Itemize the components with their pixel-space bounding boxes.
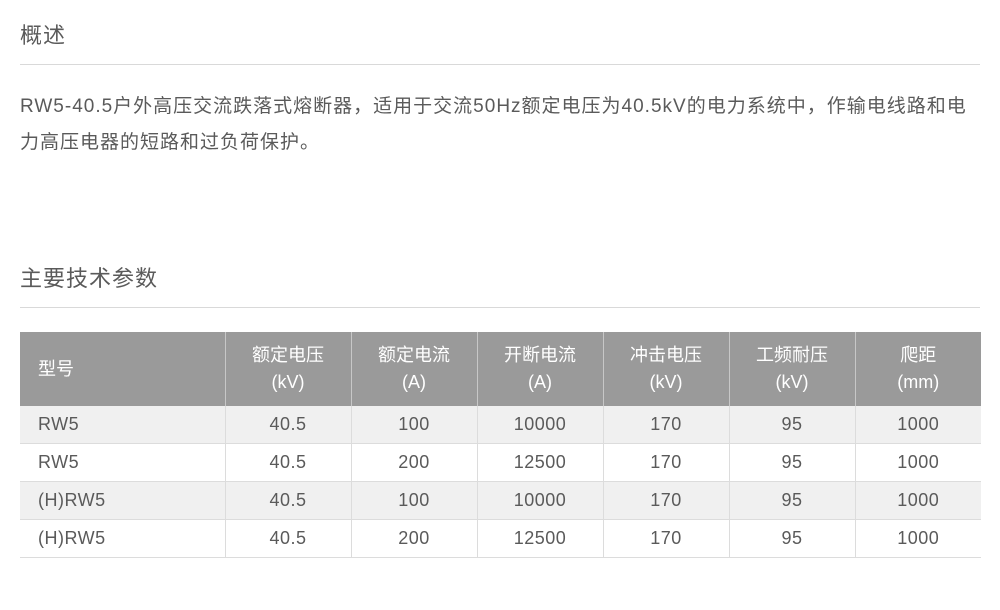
cell-value: 1000: [855, 444, 981, 482]
cell-value: 40.5: [225, 444, 351, 482]
table-row: (H)RW5 40.5 200 12500 170 95 1000: [20, 520, 981, 558]
cell-model: (H)RW5: [20, 520, 225, 558]
table-body: RW5 40.5 100 10000 170 95 1000 RW5 40.5 …: [20, 406, 981, 558]
col-header-rated-voltage: 额定电压(kV): [225, 332, 351, 406]
cell-value: 170: [603, 444, 729, 482]
table-row: RW5 40.5 100 10000 170 95 1000: [20, 406, 981, 444]
cell-value: 1000: [855, 520, 981, 558]
cell-value: 95: [729, 520, 855, 558]
overview-heading: 概述: [20, 18, 980, 50]
cell-value: 1000: [855, 482, 981, 520]
cell-value: 100: [351, 482, 477, 520]
cell-model: RW5: [20, 406, 225, 444]
cell-value: 95: [729, 482, 855, 520]
table-header-row: 型号 额定电压(kV) 额定电流(A) 开断电流(A) 冲击电压(kV) 工频耐…: [20, 332, 981, 406]
overview-text: RW5-40.5户外高压交流跌落式熔断器，适用于交流50Hz额定电压为40.5k…: [20, 89, 980, 161]
cell-model: RW5: [20, 444, 225, 482]
cell-value: 100: [351, 406, 477, 444]
col-header-power-frequency: 工频耐压(kV): [729, 332, 855, 406]
cell-value: 170: [603, 406, 729, 444]
specs-table: 型号 额定电压(kV) 额定电流(A) 开断电流(A) 冲击电压(kV) 工频耐…: [20, 332, 981, 558]
col-header-model: 型号: [20, 332, 225, 406]
cell-value: 10000: [477, 482, 603, 520]
col-header-rated-current: 额定电流(A): [351, 332, 477, 406]
cell-value: 95: [729, 406, 855, 444]
cell-value: 10000: [477, 406, 603, 444]
cell-value: 40.5: [225, 482, 351, 520]
cell-value: 95: [729, 444, 855, 482]
specs-heading: 主要技术参数: [20, 261, 980, 293]
cell-value: 40.5: [225, 520, 351, 558]
col-header-impulse-voltage: 冲击电压(kV): [603, 332, 729, 406]
cell-value: 170: [603, 520, 729, 558]
col-header-breaking-current: 开断电流(A): [477, 332, 603, 406]
specs-divider: [20, 307, 980, 308]
overview-divider: [20, 64, 980, 65]
cell-value: 200: [351, 520, 477, 558]
cell-value: 40.5: [225, 406, 351, 444]
table-row: (H)RW5 40.5 100 10000 170 95 1000: [20, 482, 981, 520]
table-row: RW5 40.5 200 12500 170 95 1000: [20, 444, 981, 482]
cell-model: (H)RW5: [20, 482, 225, 520]
cell-value: 12500: [477, 444, 603, 482]
cell-value: 1000: [855, 406, 981, 444]
cell-value: 12500: [477, 520, 603, 558]
cell-value: 200: [351, 444, 477, 482]
col-header-creepage: 爬距(mm): [855, 332, 981, 406]
cell-value: 170: [603, 482, 729, 520]
